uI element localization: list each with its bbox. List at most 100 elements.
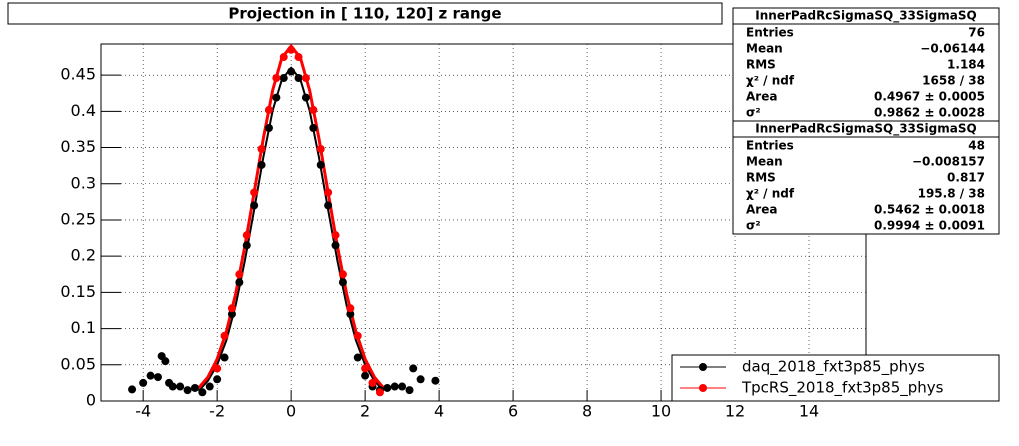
stats-value: 76 <box>968 26 985 40</box>
data-point <box>227 310 236 319</box>
x-tick-label: 10 <box>651 402 671 421</box>
data-point <box>346 304 355 313</box>
y-tick-label: 0.05 <box>60 354 96 373</box>
data-point <box>416 375 425 384</box>
data-point <box>213 375 222 384</box>
data-point <box>301 93 310 102</box>
data-point <box>227 304 236 313</box>
data-point <box>168 382 177 391</box>
data-point <box>190 383 199 392</box>
data-point <box>309 105 318 114</box>
legend-marker <box>699 363 707 371</box>
x-tick-label: 4 <box>434 402 444 421</box>
stats-label: χ² / ndf <box>746 187 795 201</box>
stats-box <box>732 120 1000 235</box>
y-tick-label: 0.2 <box>71 246 96 265</box>
data-point <box>353 331 362 340</box>
stats-label: Entries <box>746 26 794 40</box>
x-tick-label: 8 <box>582 402 592 421</box>
data-point <box>242 241 251 250</box>
x-tick-label: -2 <box>209 402 225 421</box>
stats-value: 1658 / 38 <box>922 74 985 88</box>
stats-value: 195.8 / 38 <box>918 187 985 201</box>
x-tick-label: 0 <box>286 402 296 421</box>
data-point <box>272 93 281 102</box>
stats-title: InnerPadRcSigmaSQ_33SigmaSQ <box>755 122 976 137</box>
data-point <box>353 353 362 362</box>
data-point <box>250 201 259 210</box>
data-point <box>257 160 266 169</box>
stats-label: Entries <box>746 139 794 153</box>
legend-label: TpcRS_2018_fxt3p85_phys <box>741 379 944 398</box>
stats-label: χ² / ndf <box>746 74 795 88</box>
x-tick-label: 14 <box>799 402 819 421</box>
data-point <box>161 357 170 366</box>
data-point <box>272 74 281 83</box>
stats-value: 0.9862 ± 0.0028 <box>874 106 985 120</box>
data-point <box>405 386 414 395</box>
stats-label: Mean <box>746 42 783 56</box>
stats-value: 0.817 <box>947 171 985 185</box>
x-tick-label: 12 <box>725 402 745 421</box>
data-point <box>257 145 266 153</box>
data-point <box>287 45 296 54</box>
stats-value: 0.5462 ± 0.0018 <box>874 203 985 217</box>
data-point <box>331 241 340 250</box>
stats-value: −0.008157 <box>912 155 985 169</box>
stats-label: Area <box>746 203 777 217</box>
stats-label: σ² <box>746 219 761 233</box>
data-point <box>213 364 222 373</box>
data-point <box>409 364 418 373</box>
chart-title: Projection in [ 110, 120] z range <box>228 5 501 23</box>
legend-label: daq_2018_fxt3p85_phys <box>742 358 925 377</box>
x-tick-label: 2 <box>360 402 370 421</box>
data-point <box>279 53 288 62</box>
x-tick-label: 6 <box>508 402 518 421</box>
data-point <box>338 270 347 279</box>
stats-label: RMS <box>746 171 776 185</box>
y-tick-label: 0.15 <box>60 282 96 301</box>
data-point <box>220 331 229 340</box>
y-tick-label: 0 <box>86 391 96 410</box>
data-point <box>176 382 185 391</box>
stats-label: Mean <box>746 155 783 169</box>
data-point <box>331 231 340 240</box>
stats-value: 0.9994 ± 0.0091 <box>874 219 985 233</box>
data-point <box>383 383 392 392</box>
stats-label: Area <box>746 90 777 104</box>
data-point <box>398 382 407 391</box>
data-point <box>220 353 229 362</box>
data-point <box>361 364 370 373</box>
data-point <box>301 74 310 83</box>
data-point <box>128 385 137 394</box>
data-point <box>146 371 155 380</box>
data-point <box>235 278 244 287</box>
stats-value: 0.4967 ± 0.0005 <box>874 90 985 104</box>
data-point <box>324 188 333 197</box>
y-tick-label: 0.4 <box>71 101 96 120</box>
y-tick-label: 0.1 <box>71 318 96 337</box>
data-point <box>294 53 303 62</box>
stats-value: 48 <box>968 139 985 153</box>
y-tick-label: 0.35 <box>60 137 96 156</box>
data-point <box>316 145 325 153</box>
title-box <box>7 2 723 25</box>
data-point <box>235 270 244 279</box>
y-tick-label: 0.25 <box>60 209 96 228</box>
stats-value: 1.184 <box>947 58 985 72</box>
legend-box <box>671 354 1000 402</box>
x-tick-label: -4 <box>135 402 151 421</box>
data-point <box>390 382 399 391</box>
data-point <box>279 74 288 83</box>
legend-marker <box>699 384 707 392</box>
y-tick-label: 0.3 <box>71 173 96 192</box>
data-point <box>316 160 325 169</box>
data-point <box>264 124 273 132</box>
stats-title: InnerPadRcSigmaSQ_33SigmaSQ <box>755 9 976 24</box>
data-point <box>294 74 303 83</box>
stats-value: −0.06144 <box>920 42 985 56</box>
data-point <box>139 378 148 387</box>
data-point <box>198 388 207 397</box>
data-point <box>368 378 377 387</box>
